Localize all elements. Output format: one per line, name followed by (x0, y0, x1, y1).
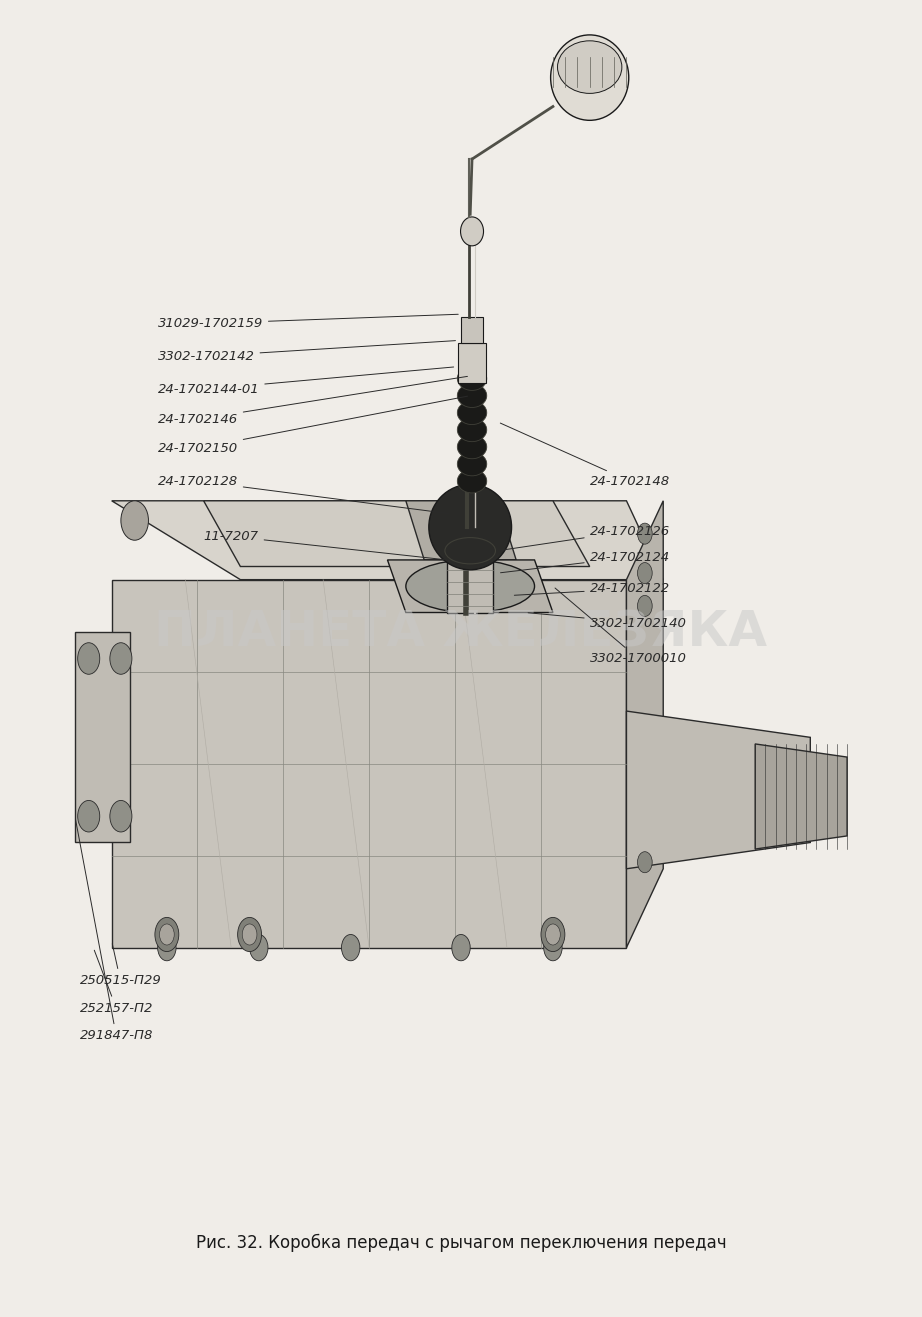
Ellipse shape (550, 36, 629, 120)
Text: 24-1702146: 24-1702146 (158, 377, 467, 425)
Ellipse shape (461, 217, 483, 246)
Circle shape (341, 935, 360, 961)
Polygon shape (447, 540, 493, 612)
Ellipse shape (457, 435, 487, 458)
Polygon shape (112, 579, 626, 948)
Circle shape (637, 523, 652, 544)
Ellipse shape (457, 417, 487, 441)
Circle shape (160, 925, 174, 946)
Text: 3302-1700010: 3302-1700010 (555, 587, 687, 665)
Circle shape (238, 918, 262, 952)
Ellipse shape (457, 366, 487, 390)
Text: 11-7207: 11-7207 (204, 529, 444, 560)
Polygon shape (406, 500, 516, 560)
Polygon shape (755, 744, 847, 849)
Circle shape (121, 500, 148, 540)
Circle shape (110, 801, 132, 832)
Ellipse shape (457, 469, 487, 493)
Polygon shape (461, 317, 483, 344)
Text: 31029-1702159: 31029-1702159 (158, 315, 458, 329)
Circle shape (77, 643, 100, 674)
Polygon shape (626, 500, 663, 948)
Circle shape (158, 935, 176, 961)
Text: 24-1702128: 24-1702128 (158, 474, 449, 514)
Polygon shape (387, 560, 553, 612)
Polygon shape (75, 632, 130, 843)
Circle shape (546, 925, 561, 946)
Text: Рис. 32. Коробка передач с рычагом переключения передач: Рис. 32. Коробка передач с рычагом перек… (195, 1234, 727, 1252)
Circle shape (77, 801, 100, 832)
Ellipse shape (457, 383, 487, 407)
Text: 252157-П2: 252157-П2 (79, 951, 153, 1014)
Polygon shape (204, 500, 590, 566)
Circle shape (637, 595, 652, 616)
Ellipse shape (457, 452, 487, 475)
Text: 24-1702122: 24-1702122 (514, 582, 669, 595)
Text: 24-1702126: 24-1702126 (501, 524, 669, 551)
Text: 250515-П29: 250515-П29 (79, 944, 161, 986)
Polygon shape (626, 711, 810, 869)
Circle shape (110, 643, 132, 674)
Circle shape (637, 562, 652, 583)
Circle shape (452, 935, 470, 961)
Circle shape (250, 935, 268, 961)
Circle shape (242, 925, 257, 946)
Text: 291847-П8: 291847-П8 (76, 819, 153, 1042)
Text: 24-1702124: 24-1702124 (501, 551, 669, 573)
Circle shape (541, 918, 565, 952)
Circle shape (155, 918, 179, 952)
Polygon shape (112, 500, 663, 579)
Polygon shape (458, 344, 486, 382)
Text: 24-1702148: 24-1702148 (501, 423, 669, 487)
Ellipse shape (457, 400, 487, 424)
Text: 3302-1702142: 3302-1702142 (158, 341, 455, 362)
Circle shape (637, 852, 652, 873)
Ellipse shape (558, 41, 621, 94)
Ellipse shape (406, 560, 535, 612)
Ellipse shape (429, 485, 512, 570)
Text: 24-1702150: 24-1702150 (158, 396, 467, 454)
Circle shape (544, 935, 562, 961)
Text: 24-1702144-01: 24-1702144-01 (158, 367, 454, 395)
Text: 3302-1702140: 3302-1702140 (528, 612, 687, 630)
Text: ПЛАНЕТА ЖЕЛЕЗЯКА: ПЛАНЕТА ЖЕЛЕЗЯКА (155, 608, 767, 656)
